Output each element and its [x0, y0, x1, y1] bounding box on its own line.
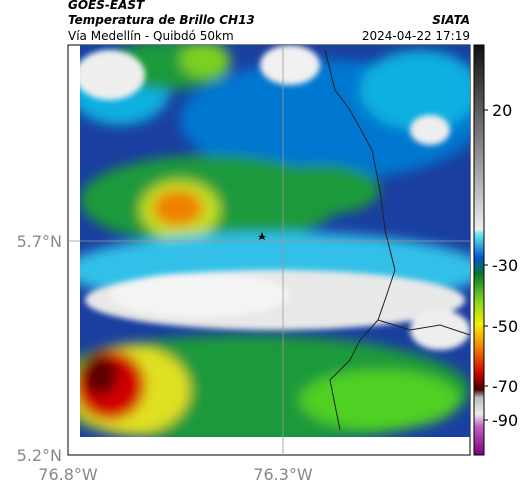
- agency: SIATA: [432, 13, 470, 27]
- title: Temperatura de Brillo CH13: [68, 13, 255, 27]
- lat-label: 5.2°N: [17, 446, 62, 465]
- route: Vía Medellín - Quibdó 50km: [68, 29, 234, 43]
- colorbar-tick-label: 20: [492, 101, 512, 120]
- timestamp: 2024-04-22 17:19: [362, 29, 470, 43]
- lat-label: 5.7°N: [17, 232, 62, 251]
- brightness-field: [80, 45, 470, 437]
- colorbar-tick-label: -70: [492, 377, 518, 396]
- source: GOES-EAST: [68, 0, 145, 12]
- colorbar-tick-label: -50: [492, 317, 518, 336]
- location-marker: [258, 232, 266, 240]
- lon-label: 76.8°W: [38, 465, 98, 484]
- border-line: [324, 49, 396, 431]
- colorbar: [473, 44, 485, 456]
- colorbar-tick-label: -90: [492, 411, 518, 430]
- lon-label: 76.3°W: [253, 465, 313, 484]
- border-line: [377, 319, 471, 336]
- colorbar-tick-label: -30: [492, 256, 518, 275]
